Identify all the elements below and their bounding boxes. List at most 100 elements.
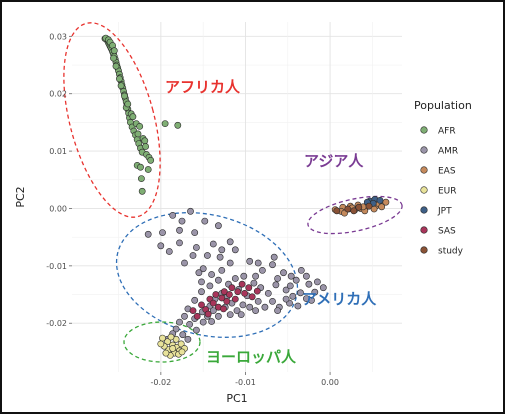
point-eur bbox=[162, 349, 170, 357]
point-afr bbox=[147, 156, 155, 164]
legend-key-afr bbox=[420, 126, 428, 134]
point-amr bbox=[252, 307, 259, 314]
ticks: -0.02 -0.01 0.00 0.01 0.02 0.03 -0.02 -0.01 0.00 bbox=[46, 32, 339, 387]
point-amr bbox=[157, 242, 165, 250]
point-afr bbox=[124, 100, 132, 108]
point-afr bbox=[142, 143, 149, 150]
point-amr bbox=[311, 288, 319, 296]
y-tick-label: 0.02 bbox=[49, 90, 67, 99]
point-amr bbox=[264, 289, 272, 297]
point-sas bbox=[218, 294, 226, 302]
point-sas bbox=[220, 305, 227, 313]
point-amr bbox=[258, 266, 266, 274]
legend: Population AFR AMR EAS EUR JPT SAS study bbox=[414, 99, 472, 257]
point-sas bbox=[248, 293, 256, 301]
point-amr bbox=[231, 275, 239, 282]
point-afr bbox=[161, 120, 169, 127]
point-amr bbox=[297, 266, 305, 274]
x-tick-label: -0.02 bbox=[150, 378, 171, 387]
point-amr bbox=[172, 325, 180, 333]
point-amr bbox=[237, 311, 245, 318]
point-afr bbox=[110, 47, 118, 55]
legend-label-sas: SAS bbox=[438, 227, 456, 237]
point-amr bbox=[184, 335, 192, 343]
point-amr bbox=[198, 288, 205, 296]
legend-key-eas bbox=[420, 166, 428, 174]
point-sas bbox=[225, 291, 233, 298]
point-eur bbox=[178, 348, 186, 356]
point-sas bbox=[198, 301, 205, 309]
point-amr bbox=[191, 296, 199, 304]
point-amr bbox=[246, 303, 254, 311]
point-sas bbox=[204, 310, 212, 318]
point-afr bbox=[141, 137, 149, 145]
point-study bbox=[344, 205, 352, 213]
group-ellipse bbox=[63, 22, 161, 218]
point-eur bbox=[177, 340, 185, 348]
point-amr bbox=[282, 286, 290, 294]
point-afr bbox=[121, 92, 128, 100]
point-amr bbox=[186, 320, 193, 328]
point-sas bbox=[234, 288, 242, 296]
point-afr bbox=[112, 62, 120, 70]
annotation-label: アフリカ人 bbox=[165, 78, 241, 96]
point-afr bbox=[134, 130, 142, 138]
legend-label-study: study bbox=[438, 247, 464, 257]
point-eur bbox=[169, 345, 177, 352]
point-sas bbox=[209, 299, 217, 307]
point-study bbox=[350, 207, 358, 215]
point-sas bbox=[245, 284, 253, 292]
ellipses bbox=[63, 22, 403, 363]
point-amr bbox=[203, 252, 211, 259]
point-eur bbox=[167, 333, 175, 341]
x-axis-title: PC1 bbox=[226, 392, 247, 405]
point-sas bbox=[220, 288, 228, 296]
point-study bbox=[333, 207, 341, 215]
point-amr bbox=[218, 266, 226, 274]
y-axis-title: PC2 bbox=[14, 186, 27, 207]
point-amr bbox=[289, 292, 297, 300]
point-amr bbox=[209, 307, 217, 314]
point-eur bbox=[164, 338, 171, 345]
point-amr bbox=[305, 280, 313, 288]
point-amr bbox=[226, 238, 234, 246]
legend-key-eur bbox=[420, 186, 428, 194]
point-amr bbox=[192, 244, 200, 251]
x-tick-label: 0.00 bbox=[321, 378, 339, 387]
point-amr bbox=[246, 257, 254, 265]
group-ellipse bbox=[307, 195, 403, 235]
point-study bbox=[365, 202, 373, 210]
point-afr bbox=[117, 82, 125, 90]
point-amr bbox=[208, 271, 215, 278]
point-sas bbox=[253, 287, 261, 295]
point-study bbox=[355, 203, 363, 211]
point-amr bbox=[261, 303, 269, 311]
point-amr bbox=[214, 312, 222, 320]
point-afr bbox=[138, 187, 146, 195]
y-tick-label: -0.01 bbox=[46, 262, 67, 271]
point-amr bbox=[308, 296, 315, 304]
point-amr bbox=[272, 281, 280, 289]
point-amr bbox=[231, 246, 239, 254]
point-amr bbox=[195, 269, 203, 277]
point-amr bbox=[274, 307, 281, 314]
point-afr bbox=[116, 75, 123, 83]
point-amr bbox=[189, 252, 197, 259]
point-eur bbox=[157, 340, 165, 348]
point-afr bbox=[174, 121, 182, 129]
legend-label-jpt: JPT bbox=[437, 207, 452, 217]
point-amr bbox=[252, 272, 259, 280]
point-sas bbox=[223, 297, 231, 305]
point-sas bbox=[241, 289, 248, 297]
point-sas bbox=[231, 295, 239, 303]
point-amr bbox=[192, 326, 200, 334]
point-afr bbox=[137, 175, 145, 182]
point-amr bbox=[176, 239, 183, 247]
point-amr bbox=[233, 307, 241, 314]
point-afr bbox=[110, 54, 117, 62]
point-amr bbox=[169, 211, 177, 219]
point-amr bbox=[178, 217, 186, 225]
point-jpt bbox=[376, 196, 384, 204]
point-amr bbox=[254, 297, 262, 305]
